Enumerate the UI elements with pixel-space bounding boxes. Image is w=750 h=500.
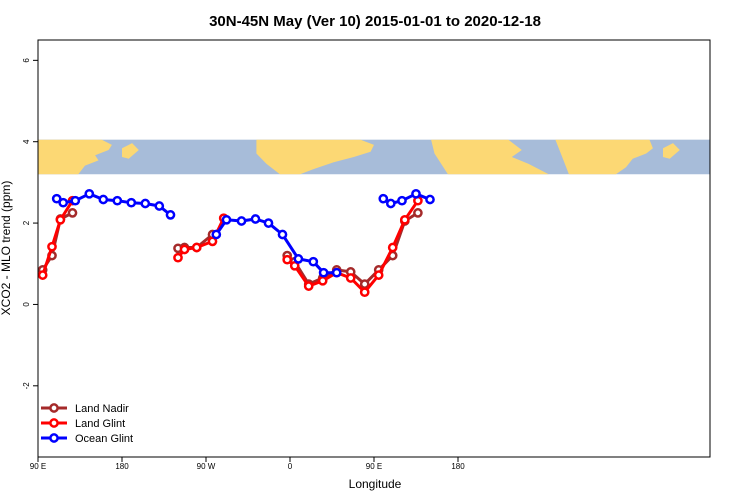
series-line-land-glint — [41, 199, 74, 276]
x-tick-label: 180 — [451, 462, 465, 471]
data-point-ocean-glint — [211, 229, 222, 240]
x-tick-label: 90 E — [366, 462, 382, 471]
y-tick-label: 0 — [22, 302, 31, 307]
data-point-ocean-glint — [411, 188, 421, 199]
data-point-ocean-glint — [263, 218, 274, 228]
data-point-ocean-glint — [70, 195, 81, 206]
data-point-land-nadir — [359, 279, 370, 289]
y-axis-label: XCO2 - MLO trend (ppm) — [0, 181, 13, 316]
data-point-land-glint — [317, 275, 328, 286]
data-point-land-glint — [37, 270, 48, 280]
series-line-ocean-glint — [215, 217, 337, 275]
legend-label: Land Nadir — [75, 403, 129, 415]
y-tick-label: 6 — [22, 58, 31, 63]
data-point-ocean-glint — [84, 188, 95, 199]
data-point-ocean-glint — [385, 198, 396, 209]
series-line-ocean-glint — [55, 192, 172, 217]
data-point-ocean-glint — [425, 194, 435, 205]
legend-item-land-nadir: Land Nadir — [41, 403, 129, 415]
data-point-land-glint — [373, 270, 384, 280]
map-land-asia-east — [555, 139, 653, 175]
series-layer — [37, 188, 435, 298]
legend-swatch-marker — [49, 403, 59, 413]
map-land-north-america — [256, 139, 374, 175]
world-map-strip — [38, 139, 710, 175]
legend-swatch-marker — [49, 433, 59, 443]
data-point-ocean-glint — [221, 214, 232, 225]
data-point-land-glint — [47, 241, 57, 252]
data-point-land-glint — [179, 244, 190, 255]
x-tick-label: 90 E — [30, 462, 46, 471]
data-point-land-glint — [191, 242, 202, 253]
data-point-ocean-glint — [397, 195, 407, 206]
data-point-land-glint — [55, 214, 66, 225]
data-point-land-glint — [387, 242, 398, 253]
data-point-ocean-glint — [277, 229, 288, 240]
data-point-land-nadir — [67, 208, 78, 218]
data-point-ocean-glint — [236, 216, 247, 226]
legend-label: Ocean Glint — [75, 433, 133, 445]
legend-item-land-glint: Land Glint — [41, 418, 125, 430]
data-point-ocean-glint — [51, 193, 62, 204]
data-point-ocean-glint — [140, 198, 151, 209]
data-point-ocean-glint — [98, 194, 109, 205]
map-land-europe-africa — [431, 139, 549, 175]
x-axis: 90 E 180 90 W 0 90 E 180 — [30, 457, 465, 471]
data-point-land-glint — [399, 214, 410, 225]
data-point-ocean-glint — [58, 197, 69, 208]
data-point-land-glint — [359, 287, 370, 298]
x-tick-label: 90 W — [197, 462, 216, 471]
y-axis: -2 0 2 4 6 — [22, 58, 38, 390]
data-point-land-glint — [282, 254, 293, 265]
map-land-japan-right — [663, 143, 680, 159]
data-point-ocean-glint — [250, 214, 261, 224]
legend: Land Nadir Land Glint Ocean Glint — [41, 403, 133, 445]
data-point-ocean-glint — [112, 195, 123, 206]
y-tick-label: 2 — [22, 220, 31, 225]
plot-frame — [37, 39, 711, 458]
data-point-land-glint — [303, 281, 314, 291]
data-point-ocean-glint — [308, 256, 319, 267]
chart-title: 30N-45N May (Ver 10) 2015-01-01 to 2020-… — [209, 13, 541, 30]
data-point-land-glint — [345, 273, 356, 283]
data-point-ocean-glint — [318, 267, 329, 278]
data-point-ocean-glint — [154, 201, 165, 211]
series-ocean-glint — [51, 188, 435, 278]
data-point-ocean-glint — [378, 193, 389, 204]
x-axis-label: Longitude — [349, 477, 402, 491]
data-point-ocean-glint — [331, 267, 342, 278]
y-tick-label: -2 — [22, 382, 31, 390]
data-point-land-glint — [289, 260, 300, 271]
x-tick-label: 180 — [115, 462, 129, 471]
data-point-ocean-glint — [293, 254, 304, 264]
data-point-ocean-glint — [126, 197, 137, 208]
data-point-land-glint — [173, 252, 183, 263]
map-land-japan — [122, 143, 139, 159]
legend-label: Land Glint — [75, 418, 125, 430]
x-tick-label: 0 — [288, 462, 293, 471]
data-point-land-glint — [207, 236, 218, 247]
data-point-ocean-glint — [165, 210, 176, 220]
data-point-land-nadir — [413, 208, 423, 218]
legend-swatch-marker — [49, 418, 59, 428]
legend-item-ocean-glint: Ocean Glint — [41, 433, 133, 445]
map-land-asia-west — [38, 139, 112, 175]
y-tick-label: 4 — [22, 139, 31, 144]
